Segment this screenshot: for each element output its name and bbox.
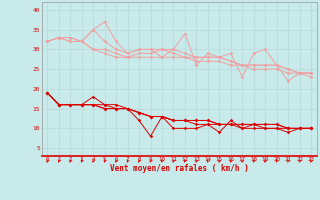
X-axis label: Vent moyen/en rafales ( km/h ): Vent moyen/en rafales ( km/h ): [110, 164, 249, 173]
